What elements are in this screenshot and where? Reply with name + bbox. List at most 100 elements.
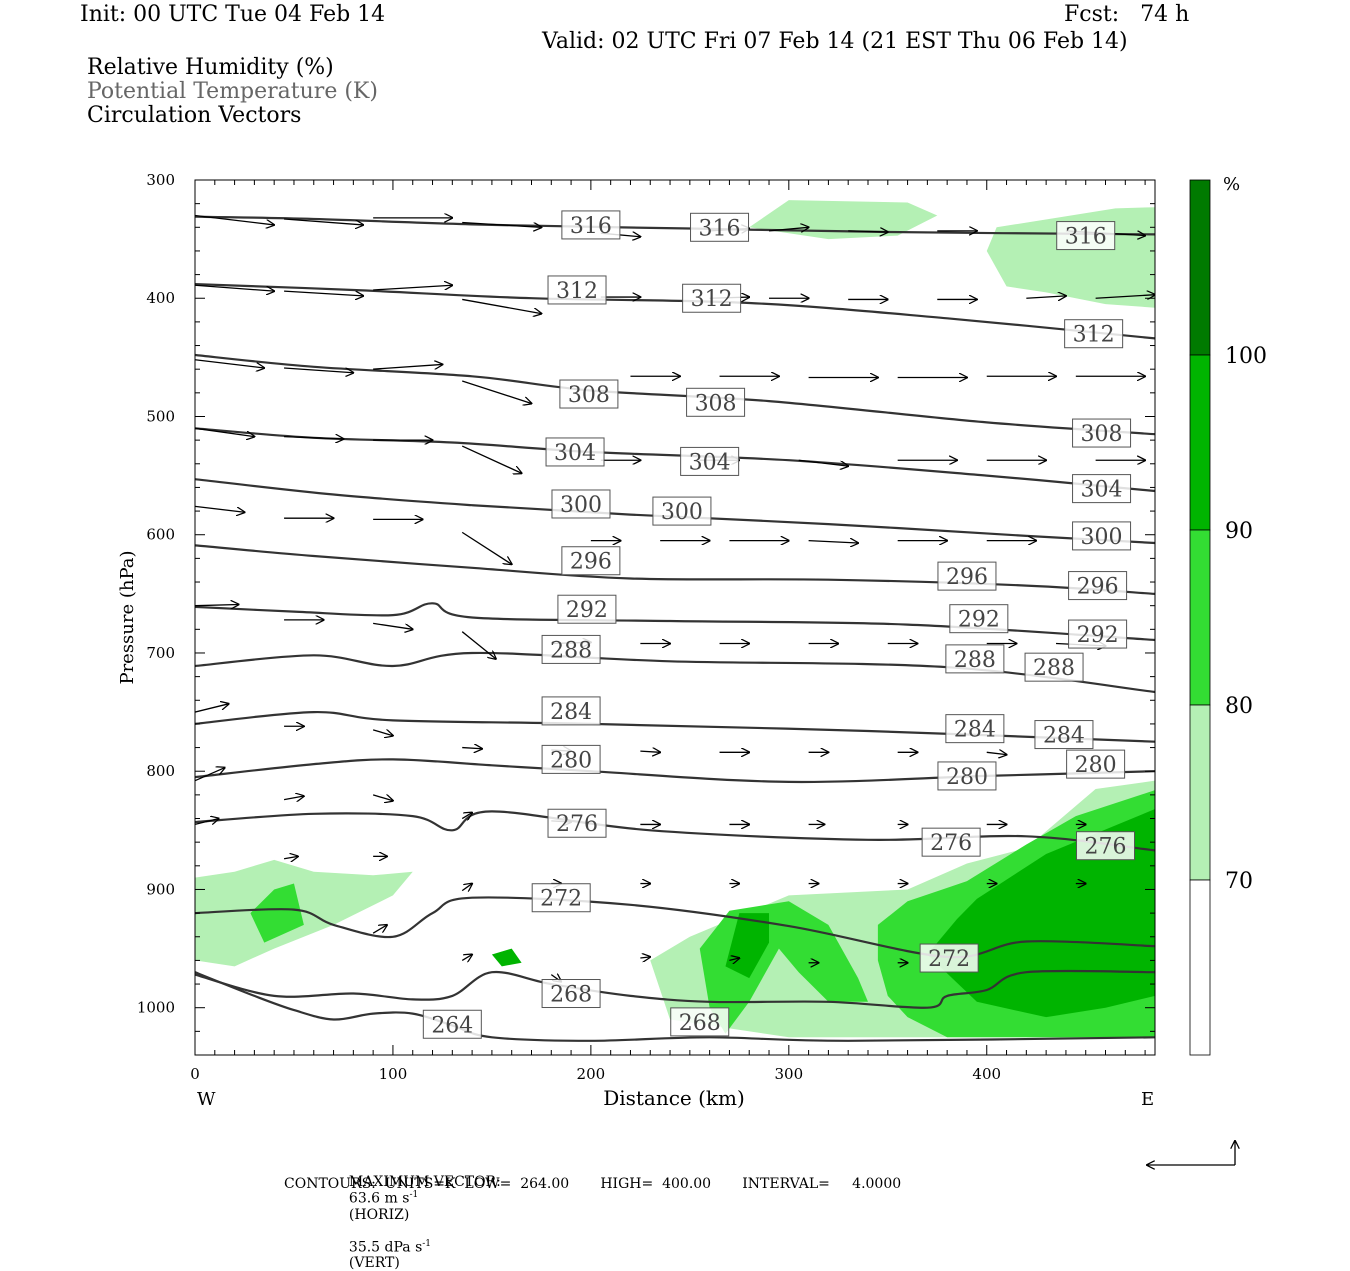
colorbar: 70 80 90 100% bbox=[1189, 174, 1267, 1056]
plot-frame bbox=[194, 179, 1156, 1056]
isentrope-312 bbox=[195, 283, 1155, 340]
colorbar-swatch-0 bbox=[1189, 179, 1211, 356]
vector-13 bbox=[462, 298, 541, 313]
x-end-label-west: W bbox=[197, 1089, 216, 1110]
vector-19 bbox=[1026, 296, 1066, 298]
vector-20 bbox=[1095, 295, 1155, 299]
isentrope-label-264-0: 264 bbox=[431, 1013, 473, 1038]
isentrope-label-268-0: 268 bbox=[550, 983, 592, 1008]
isentrope-label-288-0: 288 bbox=[550, 638, 592, 663]
vector-0 bbox=[195, 214, 274, 224]
footer-horiz-value: 63.6 m s bbox=[348, 1190, 410, 1207]
vector-31 bbox=[195, 427, 254, 436]
isentrope-label-box-292-2 bbox=[1068, 619, 1128, 649]
colorbar-label-90: 90 bbox=[1225, 519, 1253, 544]
footer-vert-exponent: -1 bbox=[422, 1238, 432, 1249]
valid-time-label: Valid: 02 UTC Fri 07 Feb 14 (21 EST Thu … bbox=[542, 29, 1128, 54]
footer-vert-unit: (VERT) bbox=[348, 1255, 400, 1271]
isentrope-label-box-276-2 bbox=[1076, 831, 1136, 861]
isentrope-284 bbox=[195, 710, 1155, 743]
vector-65 bbox=[462, 748, 482, 749]
isentrope-label-box-280-2 bbox=[1066, 749, 1126, 779]
isentrope-label-box-268-0 bbox=[541, 979, 601, 1009]
y-tick-label-1000: 1000 bbox=[137, 999, 175, 1017]
isentrope-label-308-0: 308 bbox=[568, 383, 610, 408]
colorbar-label-100: 100 bbox=[1225, 344, 1267, 369]
x-end-label-east: E bbox=[1141, 1089, 1154, 1110]
isentrope-label-272-0: 272 bbox=[540, 887, 582, 912]
isentrope-label-280-1: 280 bbox=[946, 765, 988, 790]
x-axis-label: Distance (km) bbox=[603, 1086, 745, 1110]
isentrope-label-268-1: 268 bbox=[679, 1011, 721, 1036]
isentrope-label-box-300-1 bbox=[652, 496, 712, 526]
isentrope-label-304-0: 304 bbox=[554, 441, 596, 466]
isentrope-label-280-0: 280 bbox=[550, 748, 592, 773]
isentrope-label-box-296-0 bbox=[561, 546, 621, 576]
isentrope-label-312-2: 312 bbox=[1073, 323, 1115, 348]
vector-73 bbox=[283, 796, 304, 800]
vector-23 bbox=[373, 364, 442, 370]
isentrope-label-box-312-1 bbox=[682, 283, 742, 313]
x-tick-label-300: 300 bbox=[774, 1065, 803, 1083]
isentrope-300 bbox=[195, 478, 1155, 545]
humidity-shading bbox=[195, 200, 1155, 1038]
vector-6 bbox=[768, 227, 809, 231]
isentrope-308 bbox=[195, 353, 1155, 436]
vector-37 bbox=[798, 459, 848, 466]
isentrope-label-316-1: 316 bbox=[699, 216, 741, 241]
humidity-region-90-8 bbox=[927, 809, 1155, 1018]
isentrope-label-296-2: 296 bbox=[1077, 575, 1119, 600]
colorbar-swatch-2 bbox=[1189, 529, 1211, 706]
humidity-region-70-0 bbox=[195, 859, 413, 967]
isentrope-label-box-312-0 bbox=[547, 275, 607, 305]
isentrope-label-292-2: 292 bbox=[1077, 623, 1119, 648]
vector-21 bbox=[195, 359, 264, 368]
isentrope-label-box-280-0 bbox=[541, 744, 601, 774]
isentrope-label-276-0: 276 bbox=[556, 812, 598, 837]
vector-98 bbox=[729, 958, 739, 960]
vector-53 bbox=[373, 622, 413, 629]
legend-potential-temperature: Potential Temperature (K) bbox=[87, 79, 378, 104]
vector-83 bbox=[195, 819, 219, 826]
isentrope-label-box-276-0 bbox=[547, 808, 607, 838]
isentrope-280 bbox=[195, 758, 1155, 784]
x-tick-label-400: 400 bbox=[972, 1065, 1001, 1083]
isentrope-label-280-2: 280 bbox=[1075, 753, 1117, 778]
isentrope-label-276-1: 276 bbox=[930, 831, 972, 856]
isentrope-label-box-284-1 bbox=[945, 714, 1005, 744]
isentrope-label-316-0: 316 bbox=[570, 214, 612, 239]
isentrope-label-box-308-1 bbox=[686, 387, 746, 417]
footer-contours: CONTOURS: UNITS=K LOW= 264.00 HIGH= 400.… bbox=[284, 1176, 902, 1192]
isentrope-label-312-0: 312 bbox=[556, 279, 598, 304]
vector-74 bbox=[372, 795, 393, 801]
isentrope-label-292-1: 292 bbox=[958, 608, 1000, 633]
vector-86 bbox=[461, 884, 472, 891]
isentrope-label-304-2: 304 bbox=[1081, 478, 1123, 503]
vector-84 bbox=[283, 856, 298, 858]
y-tick-label-500: 500 bbox=[146, 407, 175, 425]
isentrope-276 bbox=[195, 810, 1155, 852]
vector-32 bbox=[284, 437, 343, 439]
isentrope-label-box-280-1 bbox=[937, 761, 997, 791]
isentrope-label-284-1: 284 bbox=[954, 718, 996, 743]
y-tick-label-800: 800 bbox=[146, 762, 175, 780]
colorbar-unit: % bbox=[1223, 174, 1240, 195]
vector-10 bbox=[195, 284, 274, 291]
isentrope-label-box-288-2 bbox=[1024, 652, 1084, 682]
isentrope-label-296-0: 296 bbox=[570, 550, 612, 575]
isentrope-label-300-1: 300 bbox=[661, 500, 703, 525]
y-tick-label-400: 400 bbox=[146, 289, 175, 307]
y-axis-label: Pressure (hPa) bbox=[117, 550, 138, 684]
vector-12 bbox=[373, 285, 452, 291]
x-tick-label-200: 200 bbox=[577, 1065, 606, 1083]
isentrope-label-box-316-2 bbox=[1056, 221, 1116, 251]
isentrope-label-box-312-2 bbox=[1064, 319, 1124, 349]
isentrope-labels: 316 316 316 312 312 312 308 308 308 304 304 304 300 3… bbox=[422, 210, 1136, 1039]
isentropes bbox=[195, 215, 1155, 1042]
x-tick-label-0: 0 bbox=[190, 1065, 200, 1083]
isentrope-292 bbox=[195, 602, 1155, 642]
isentrope-label-288-2: 288 bbox=[1033, 656, 1075, 681]
isentrope-label-308-2: 308 bbox=[1081, 422, 1123, 447]
isentrope-label-300-0: 300 bbox=[560, 493, 602, 518]
